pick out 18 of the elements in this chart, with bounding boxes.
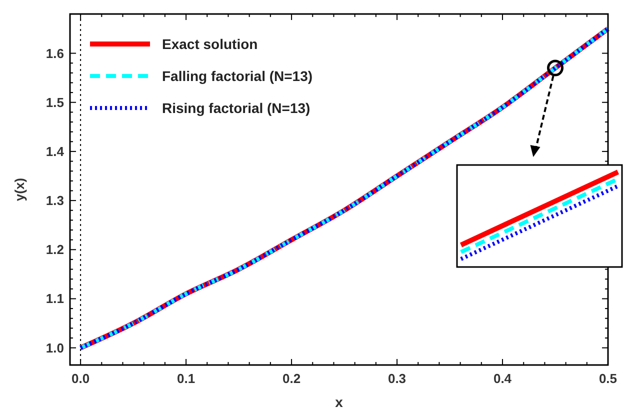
x-tick-label: 0.2 [282,371,301,386]
y-tick-label: 1.1 [46,291,64,306]
y-tick-label: 1.4 [46,144,65,159]
y-tick-label: 1.5 [46,94,64,110]
x-tick-label: 0.5 [598,371,618,386]
y-tick-label: 1.6 [46,46,64,61]
legend-label: Falling factorial (N=13) [162,68,313,84]
x-tick-label: 0.1 [177,371,196,386]
y-tick-label: 1.3 [46,193,64,208]
x-tick-label: 0.0 [72,371,90,386]
x-tick-label: 0.3 [388,371,406,386]
x-tick-label: 0.4 [493,371,512,386]
legend-label: Rising factorial (N=13) [162,100,310,116]
y-tick-label: 1.0 [46,340,64,356]
y-tick-label: 1.2 [46,242,64,258]
x-axis-title: x [335,394,344,410]
y-axis-title: y(x) [12,178,27,202]
legend-label: Exact solution [162,36,258,52]
